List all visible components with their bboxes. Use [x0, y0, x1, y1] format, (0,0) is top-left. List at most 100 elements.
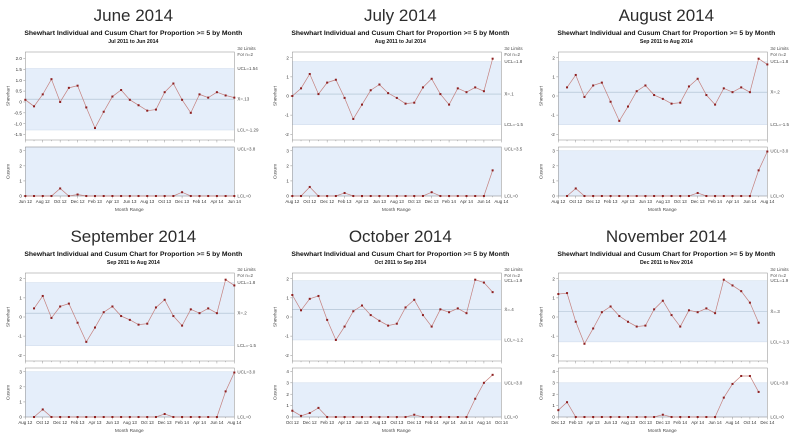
data-point — [465, 91, 468, 94]
data-point — [120, 89, 123, 92]
data-point — [714, 416, 717, 418]
data-point — [456, 87, 459, 90]
data-point — [334, 195, 337, 197]
y-tick-label: -2 — [18, 353, 22, 358]
lcl-label: LCL=0 — [237, 194, 251, 199]
y-tick-label: 0 — [19, 315, 22, 320]
data-point — [749, 195, 752, 197]
data-point — [146, 109, 149, 112]
data-point — [740, 195, 743, 197]
y-tick-label: -1.5 — [14, 132, 22, 137]
data-point — [33, 105, 36, 108]
control-chart-november-2014: November 2014 Shewhart Individual and Cus… — [539, 227, 790, 434]
data-point — [215, 195, 218, 197]
y-tick-label: 0 — [553, 415, 556, 420]
data-point — [163, 412, 166, 415]
x-tick-label: Jun 14 — [477, 199, 491, 204]
y-tick-label: 0 — [553, 94, 556, 99]
series-line — [291, 374, 493, 418]
x-tick-label: Feb 14 — [193, 199, 207, 204]
data-point — [421, 86, 424, 89]
ucl-label: UCL=3.0 — [771, 380, 789, 385]
data-point — [714, 195, 717, 197]
x-tick-label: Aug 12 — [285, 199, 299, 204]
data-point — [172, 416, 175, 418]
lcl-label: LCL=-1.5 — [237, 343, 256, 348]
data-point — [395, 322, 398, 325]
shewhart-plot — [289, 272, 502, 364]
data-point — [299, 309, 302, 312]
data-point — [93, 326, 96, 329]
x-axis-title: Month Range — [382, 428, 411, 434]
chart-cell-june-2014: June 2014 Shewhart Individual and Cusum C… — [0, 0, 267, 221]
data-point — [120, 416, 123, 418]
y-tick-label: -1 — [551, 113, 555, 118]
x-tick-label: Jun 13 — [355, 420, 369, 425]
data-point — [233, 371, 236, 374]
data-point — [601, 81, 604, 84]
data-point — [378, 195, 381, 197]
lcl-label: LCL=-1.29 — [237, 128, 259, 133]
sigma-limits-note-line1: 3σ Limits — [237, 267, 256, 272]
data-point — [85, 106, 88, 109]
data-point — [360, 103, 363, 106]
data-point — [714, 103, 717, 106]
y-tick-label: 2 — [553, 276, 556, 281]
x-tick-label: Aug 13 — [140, 199, 154, 204]
control-chart-july-2014: July 2014 Shewhart Individual and Cusum C… — [272, 6, 523, 213]
data-point — [146, 195, 149, 197]
data-point — [482, 90, 485, 93]
y-axis-title: Shewhart — [272, 306, 278, 327]
y-axis-title: Shewhart — [272, 85, 278, 106]
data-point — [662, 97, 665, 100]
data-point — [317, 93, 320, 96]
x-tick-label: Dec 13 — [656, 420, 670, 425]
x-tick-label: Dec 14 — [761, 420, 775, 425]
ucl-label: UCL=3.5 — [504, 147, 522, 152]
x-tick-label: Aug 12 — [552, 199, 566, 204]
x-tick-label: Jun 14 — [460, 420, 474, 425]
data-point — [215, 416, 218, 418]
sigma-limits-note-line2: For n=2 — [237, 52, 253, 57]
y-tick-label: -1 — [284, 113, 288, 118]
series-line — [567, 58, 768, 122]
data-point — [583, 416, 586, 418]
chart-title: Shewhart Individual and Cusum Chart for … — [24, 251, 242, 258]
data-point — [351, 310, 354, 313]
data-point — [447, 311, 450, 314]
data-point — [447, 416, 450, 418]
data-point — [343, 325, 346, 328]
data-point — [653, 195, 656, 197]
x-tick-label: Apr 13 — [89, 420, 102, 425]
data-point — [609, 416, 612, 418]
data-point — [102, 311, 105, 314]
y-tick-label: 3 — [286, 380, 289, 385]
x-tick-label: Dec 13 — [424, 199, 438, 204]
x-tick-label: Oct 14 — [744, 420, 757, 425]
x-tick-label: Apr 14 — [692, 420, 705, 425]
x-tick-label: Oct 13 — [158, 199, 171, 204]
data-point — [731, 195, 734, 197]
y-tick-label: 1 — [553, 295, 556, 300]
data-point — [583, 342, 586, 345]
data-point — [111, 195, 114, 197]
data-point — [181, 98, 184, 101]
data-point — [456, 195, 459, 197]
data-point — [50, 316, 53, 319]
data-point — [67, 302, 70, 305]
y-tick-label: 0 — [19, 100, 22, 105]
series-line — [291, 170, 493, 197]
mean-label: X̄=.4 — [504, 306, 514, 312]
data-point — [439, 195, 442, 197]
x-tick-label: Feb 14 — [674, 420, 688, 425]
lcl-label: LCL=0 — [771, 194, 785, 199]
series-line — [291, 58, 493, 120]
data-point — [636, 195, 639, 197]
data-point — [404, 195, 407, 197]
y-tick-label: 1 — [19, 400, 22, 405]
y-tick-label: 0 — [19, 194, 22, 199]
data-point — [59, 187, 62, 190]
data-point — [93, 195, 96, 197]
y-tick-label: -1 — [18, 334, 22, 339]
data-point — [592, 195, 595, 197]
